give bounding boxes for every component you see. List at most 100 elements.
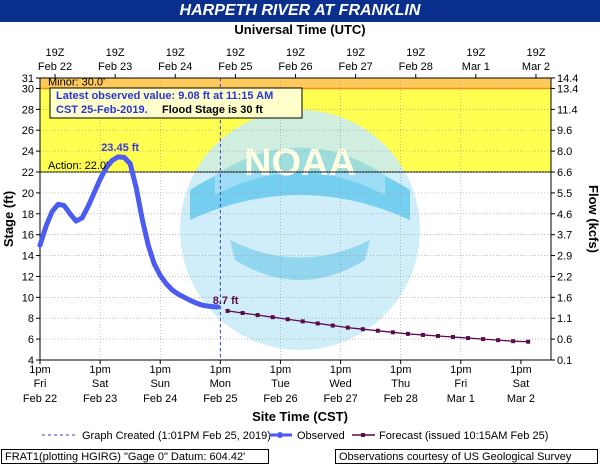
top-tick-time: 19Z	[406, 47, 425, 59]
info-date: CST 25-Feb-2019.	[56, 104, 148, 116]
observed-point	[188, 298, 193, 303]
y-axis-title-left: Stage (ft)	[1, 191, 16, 247]
right-tick-label: 1.6	[557, 292, 572, 304]
left-tick-label: 30	[22, 83, 34, 95]
observed-point	[97, 177, 103, 182]
bottom-tick-time: 1pm	[510, 364, 531, 376]
forecast-point	[285, 317, 290, 322]
datum-footer: FRAT1(plotting HGIRG) "Gage 0" Datum: 60…	[1, 449, 269, 464]
observed-point	[215, 304, 221, 310]
forecast-point	[225, 308, 230, 313]
bottom-tick-time: 1pm	[450, 364, 471, 376]
forecast-point	[405, 331, 410, 336]
bottom-tick-date: Feb 22	[23, 393, 57, 405]
observed-point	[49, 209, 55, 214]
top-tick-date: Mar 2	[522, 61, 550, 73]
bottom-tick-weekday: Tue	[271, 378, 290, 390]
x-axis-title: Site Time (CST)	[252, 409, 348, 424]
observed-point	[133, 185, 139, 190]
right-tick-label: 3.7	[557, 230, 572, 242]
bottom-tick-weekday: Fri	[454, 378, 467, 390]
observed-point	[146, 242, 151, 248]
right-tick-label: 4.6	[557, 209, 572, 221]
bottom-tick-weekday: Sat	[92, 378, 109, 390]
bottom-tick-weekday: Fri	[34, 378, 47, 390]
observed-point	[212, 304, 217, 309]
right-tick-label: 9.6	[557, 125, 572, 137]
forecast-point	[315, 321, 320, 326]
observed-point	[176, 292, 181, 297]
top-tick-time: 19Z	[226, 47, 245, 59]
top-tick-date: Feb 23	[98, 61, 132, 73]
observed-point	[61, 203, 67, 208]
observed-point	[182, 295, 187, 300]
top-tick-date: Feb 28	[399, 61, 433, 73]
top-tick-time: 19Z	[286, 47, 305, 59]
legend-forecast-marker	[361, 433, 365, 437]
chart-title: HARPETH RIVER AT FRANKLIN	[0, 0, 600, 22]
observed-point	[140, 216, 145, 222]
legend-observed-marker	[277, 432, 283, 438]
forecast-point	[496, 338, 501, 343]
latest-value-info-box: Latest observed value: 9.08 ft at 11:15 …	[49, 87, 303, 119]
observed-point	[115, 154, 121, 160]
left-tick-label: 12	[22, 271, 34, 283]
peak-value-label: 23.45 ft	[101, 142, 139, 154]
top-tick-time: 19Z	[346, 47, 365, 59]
observed-point	[158, 273, 163, 278]
observed-point	[127, 161, 133, 166]
forecast-start-label: 8.7 ft	[213, 295, 239, 307]
observed-point	[103, 165, 109, 171]
bottom-tick-weekday: Mon	[210, 378, 231, 390]
info-latest-value: Latest observed value: 9.08 ft at 11:15 …	[56, 90, 273, 102]
forecast-point	[390, 330, 395, 335]
left-tick-label: 4	[28, 355, 34, 367]
noaa-watermark-text: NOAA	[244, 142, 356, 184]
observed-point	[67, 211, 73, 216]
top-tick-time: 19Z	[46, 47, 65, 59]
bottom-tick-weekday: Wed	[329, 378, 351, 390]
bottom-tick-weekday: Thu	[391, 378, 410, 390]
left-tick-label: 26	[22, 125, 34, 137]
forecast-point	[451, 335, 456, 340]
observed-point	[79, 215, 85, 221]
left-tick-label: 31	[22, 73, 34, 85]
left-tick-label: 6	[28, 334, 34, 346]
bottom-tick-date: Feb 25	[203, 393, 237, 405]
forecast-point	[360, 327, 365, 332]
top-axis-title: Universal Time (UTC)	[234, 22, 365, 37]
legend-forecast: Forecast (issued 10:15AM Feb 25)	[379, 430, 548, 442]
right-tick-label: 1.1	[557, 313, 572, 325]
top-tick-date: Feb 24	[158, 61, 192, 73]
right-tick-label: 2.9	[557, 251, 572, 263]
info-flood-stage: Flood Stage is 30 ft	[162, 104, 263, 116]
forecast-point	[511, 339, 516, 344]
noaa-watermark-logo: NOAA	[180, 110, 420, 350]
right-tick-label: 0.1	[557, 355, 572, 367]
top-tick-date: Feb 26	[278, 61, 312, 73]
right-tick-label: 0.6	[557, 334, 572, 346]
observed-point	[152, 261, 157, 267]
top-tick-date: Mar 1	[462, 61, 490, 73]
forecast-point	[481, 337, 486, 342]
top-tick-time: 19Z	[106, 47, 125, 59]
observed-point	[206, 304, 211, 309]
bottom-tick-date: Feb 26	[263, 393, 297, 405]
forecast-point	[300, 319, 305, 324]
bottom-tick-date: Feb 28	[384, 393, 418, 405]
bottom-tick-time: 1pm	[270, 364, 291, 376]
forecast-point	[435, 333, 440, 338]
source-footer: Observations courtesy of US Geological S…	[335, 449, 598, 464]
bottom-tick-time: 1pm	[390, 364, 411, 376]
bottom-tick-date: Feb 24	[143, 393, 177, 405]
top-tick-time: 19Z	[166, 47, 185, 59]
bottom-tick-time: 1pm	[150, 364, 171, 376]
bottom-tick-time: 1pm	[330, 364, 351, 376]
legend-graph-created: Graph Created (1:01PM Feb 25, 2019)	[82, 430, 271, 442]
forecast-point	[466, 336, 471, 341]
forecast-point	[330, 323, 335, 328]
left-tick-label: 18	[22, 209, 34, 221]
top-tick-time: 19Z	[526, 47, 545, 59]
